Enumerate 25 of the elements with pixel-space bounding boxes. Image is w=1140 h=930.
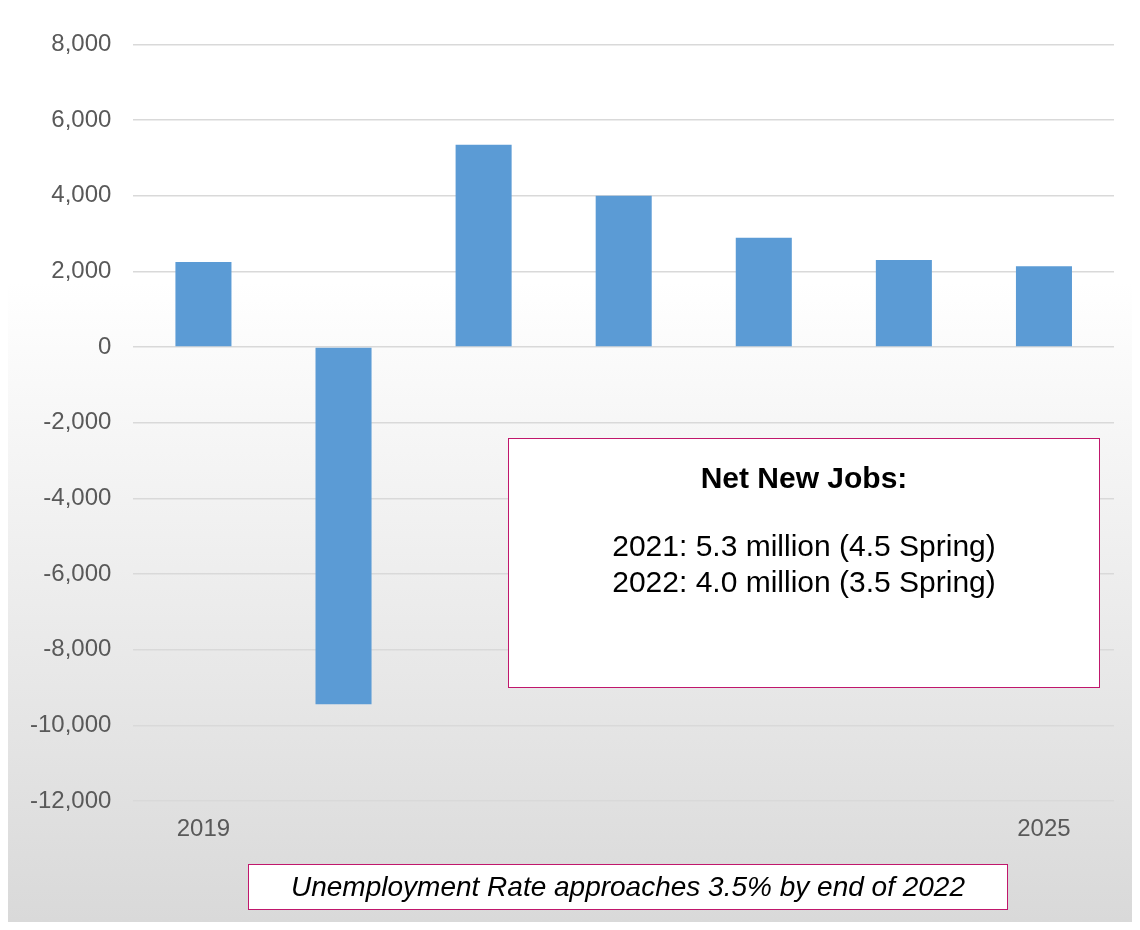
- y-tick-label: 8,000: [51, 29, 112, 57]
- y-tick-label: 4,000: [51, 180, 112, 208]
- y-tick-label: -6,000: [43, 558, 112, 586]
- annotation: 2021: 5.3 million (4.5 Spring): [611, 529, 997, 563]
- bar: [735, 237, 792, 347]
- bar: [1015, 266, 1072, 347]
- bar: [315, 347, 372, 705]
- y-tick-label: 2,000: [51, 256, 112, 284]
- y-tick-label: -4,000: [43, 483, 112, 511]
- bar: [595, 195, 652, 347]
- x-tick-label: 2025: [1017, 814, 1071, 842]
- bar: [175, 261, 232, 347]
- x-tick-label: 2019: [176, 814, 231, 842]
- bar: [875, 260, 932, 347]
- note-box: Net New Jobs: 2021: 5.3 million (4.5 Spring) 2022: 4.0 million (3.5 Spring): [508, 438, 1100, 688]
- y-tick-label: 0: [98, 331, 112, 359]
- y-tick-label: 6,000: [51, 104, 112, 132]
- y-tick-label: -12,000: [29, 785, 112, 813]
- y-tick-label: -10,000: [29, 710, 112, 738]
- annotation: 2022: 4.0 million (3.5 Spring): [611, 565, 997, 599]
- bar: [455, 144, 512, 347]
- caption-box: Unemployment Rate approaches 3.5% by end of 2022: [248, 864, 1008, 910]
- y-tick-label: -2,000: [43, 407, 112, 435]
- annotation: Net New Jobs:: [699, 461, 909, 495]
- y-tick-label: -8,000: [43, 634, 112, 662]
